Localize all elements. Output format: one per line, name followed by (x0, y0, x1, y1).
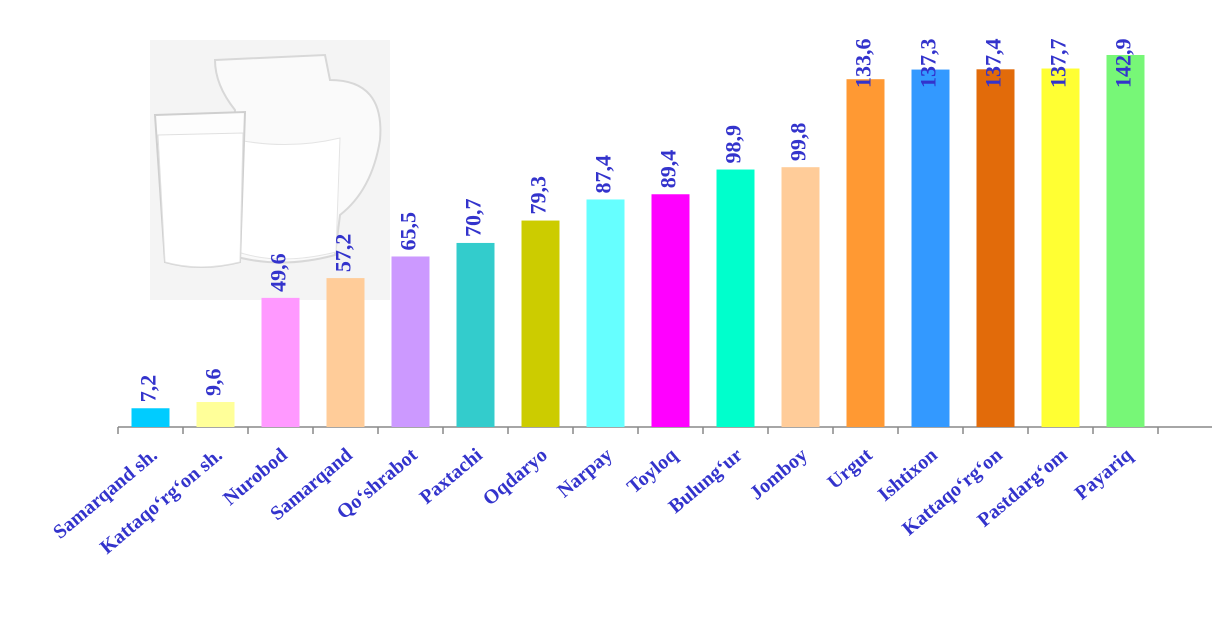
value-label: 137,3 (916, 39, 941, 89)
bar (261, 297, 300, 427)
value-label: 99,8 (786, 123, 811, 162)
glass-milk (157, 132, 244, 268)
bar (1106, 54, 1145, 427)
bar (651, 194, 690, 427)
value-label: 133,6 (851, 39, 876, 89)
x-tick-label: Paxtachi (416, 444, 488, 509)
bar (131, 408, 170, 427)
x-tick-label: Urgut (823, 444, 877, 494)
value-label: 142,9 (1111, 39, 1136, 89)
bar (456, 242, 495, 427)
value-label: 79,3 (526, 176, 551, 215)
x-tick-label: Payariq (1071, 444, 1137, 504)
bar (976, 69, 1015, 427)
bar (326, 278, 365, 427)
x-tick-label: Narpay (553, 444, 617, 502)
value-label: 87,4 (591, 155, 616, 194)
jug-milk (237, 137, 341, 260)
value-label: 70,7 (461, 198, 486, 237)
value-label: 65,5 (396, 212, 421, 251)
value-label: 89,4 (656, 150, 681, 189)
bar (1041, 68, 1080, 428)
bar (586, 199, 625, 427)
x-tick-label: Oqdaryo (479, 444, 552, 510)
value-label: 57,2 (331, 234, 356, 273)
value-label: 137,7 (1046, 39, 1071, 89)
value-label: 7,2 (136, 375, 161, 403)
bar (781, 167, 820, 428)
milk-illustration (150, 40, 390, 300)
bar (846, 79, 885, 427)
value-label: 9,6 (201, 369, 226, 397)
value-label: 137,4 (981, 39, 1006, 89)
bar (716, 169, 755, 427)
x-tick-label: Jomboy (746, 444, 812, 504)
bar (391, 256, 430, 427)
bar (911, 69, 950, 428)
bar (196, 402, 235, 427)
bar (521, 220, 560, 427)
value-label: 98,9 (721, 125, 746, 164)
x-tick-label: Kattaqo‘rg‘on sh. (96, 444, 227, 559)
x-tick-label: Toyloq (623, 444, 682, 498)
value-label: 49,6 (266, 253, 291, 292)
